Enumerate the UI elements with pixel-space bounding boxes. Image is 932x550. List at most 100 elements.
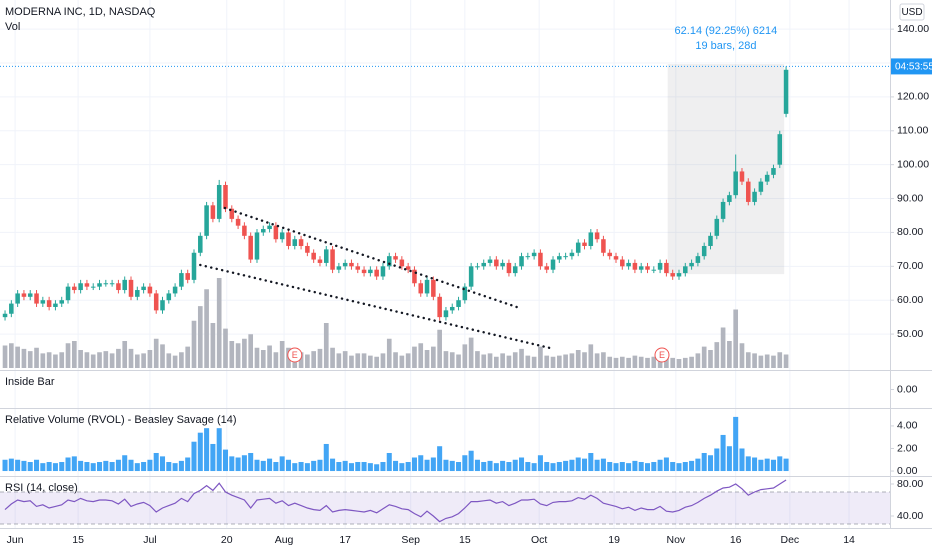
rvol-bar <box>670 462 676 472</box>
currency-label: USD <box>901 7 922 18</box>
rvol-bar <box>115 459 121 472</box>
volume-bar <box>361 353 367 368</box>
candle-body <box>449 306 455 311</box>
rvol-bar <box>512 459 518 472</box>
candle-body <box>563 256 568 258</box>
candle-body <box>15 293 20 304</box>
volume-bar <box>563 354 568 368</box>
y-tick-label: 0.00 <box>897 465 918 477</box>
rvol-bar <box>733 416 739 472</box>
volume-bar <box>393 352 398 368</box>
rvol-bar <box>783 458 789 472</box>
rvol-bar <box>185 457 191 472</box>
candle-body <box>752 191 757 202</box>
volume-bar <box>708 350 713 368</box>
volume-bar <box>34 347 39 368</box>
x-tick-label: Sep <box>401 534 420 546</box>
volume-bar <box>745 352 751 368</box>
volume-bar <box>500 353 505 368</box>
rvol-bar <box>726 446 732 472</box>
pane-title: Inside Bar <box>5 376 55 388</box>
rvol-bar <box>550 463 556 472</box>
rvol-bar <box>355 462 361 472</box>
volume-bar <box>40 353 46 368</box>
volume-bar <box>645 357 650 368</box>
volume-bar <box>254 347 260 368</box>
volume-bar <box>682 357 688 368</box>
candle-body <box>695 256 701 263</box>
candle-body <box>531 252 537 257</box>
rvol-bar <box>430 457 436 472</box>
candle-body <box>103 283 109 285</box>
rvol-bar <box>103 460 109 472</box>
volume-bar <box>481 354 487 368</box>
y-tick-label: 40.00 <box>897 510 923 522</box>
candle-body <box>204 205 209 236</box>
rvol-bar <box>676 463 682 472</box>
rvol-bar <box>380 462 386 472</box>
rvol-bar <box>644 463 651 472</box>
candle-body <box>588 232 594 246</box>
x-tick-label: 20 <box>221 534 233 546</box>
volume-bar <box>506 355 512 368</box>
x-tick-label: 15 <box>459 534 471 546</box>
volume-bar <box>147 350 153 368</box>
volume-bar <box>279 341 285 368</box>
candle-body <box>525 256 531 258</box>
volume-bar <box>166 353 172 368</box>
volume-bar <box>2 345 8 368</box>
candle-body <box>569 252 575 257</box>
rvol-bar <box>254 459 260 472</box>
volume-bar <box>777 352 783 368</box>
volume-bar <box>607 356 613 368</box>
candle-body <box>141 286 146 291</box>
x-tick-label: 16 <box>730 534 742 546</box>
candle-body <box>279 232 285 240</box>
rvol-bar <box>109 462 115 472</box>
candle-body <box>550 259 556 270</box>
candle-body <box>40 300 46 304</box>
candle-body <box>185 273 190 280</box>
candle-body <box>424 279 430 294</box>
x-tick-label: 19 <box>608 534 620 546</box>
volume-bar <box>368 355 373 368</box>
rvol-bar <box>707 455 714 472</box>
range-annotation: 19 bars, 28d <box>695 40 756 52</box>
candle-body <box>286 232 291 246</box>
rvol-bar <box>739 448 745 472</box>
volume-bar <box>727 341 732 368</box>
candle-body <box>418 283 424 294</box>
candle-body <box>46 300 52 307</box>
candle-body <box>544 266 549 270</box>
rvol-bar <box>632 460 638 472</box>
rvol-bar <box>285 459 291 472</box>
range-annotation: 62.14 (92.25%) 6214 <box>675 25 778 37</box>
volume-bar <box>412 346 417 368</box>
candle-body <box>153 293 159 311</box>
rvol-bar <box>462 455 468 472</box>
candle-body <box>122 279 127 291</box>
rvol-bar <box>330 458 336 472</box>
rvol-bar <box>128 459 134 472</box>
volume-bar <box>336 353 342 368</box>
rvol-bar <box>2 459 8 472</box>
rvol-bar <box>689 460 695 472</box>
candle-body <box>708 235 713 246</box>
rvol-bar <box>241 455 247 472</box>
rvol-bar <box>600 458 606 472</box>
candle-body <box>84 283 90 287</box>
candle-body <box>607 252 612 257</box>
rvol-bar <box>758 459 764 472</box>
volume-bar <box>701 346 707 368</box>
volume-bar <box>550 356 556 368</box>
rvol-bar <box>59 462 65 472</box>
candle-body <box>254 232 260 260</box>
volume-bar <box>191 320 197 368</box>
price-label: 04:53:55 <box>895 62 932 73</box>
volume-bar <box>525 355 531 368</box>
candle-body <box>349 262 354 267</box>
volume-bar <box>670 357 676 368</box>
rvol-bar <box>500 460 506 472</box>
candle-body <box>374 269 379 277</box>
volume-bar <box>638 356 644 368</box>
